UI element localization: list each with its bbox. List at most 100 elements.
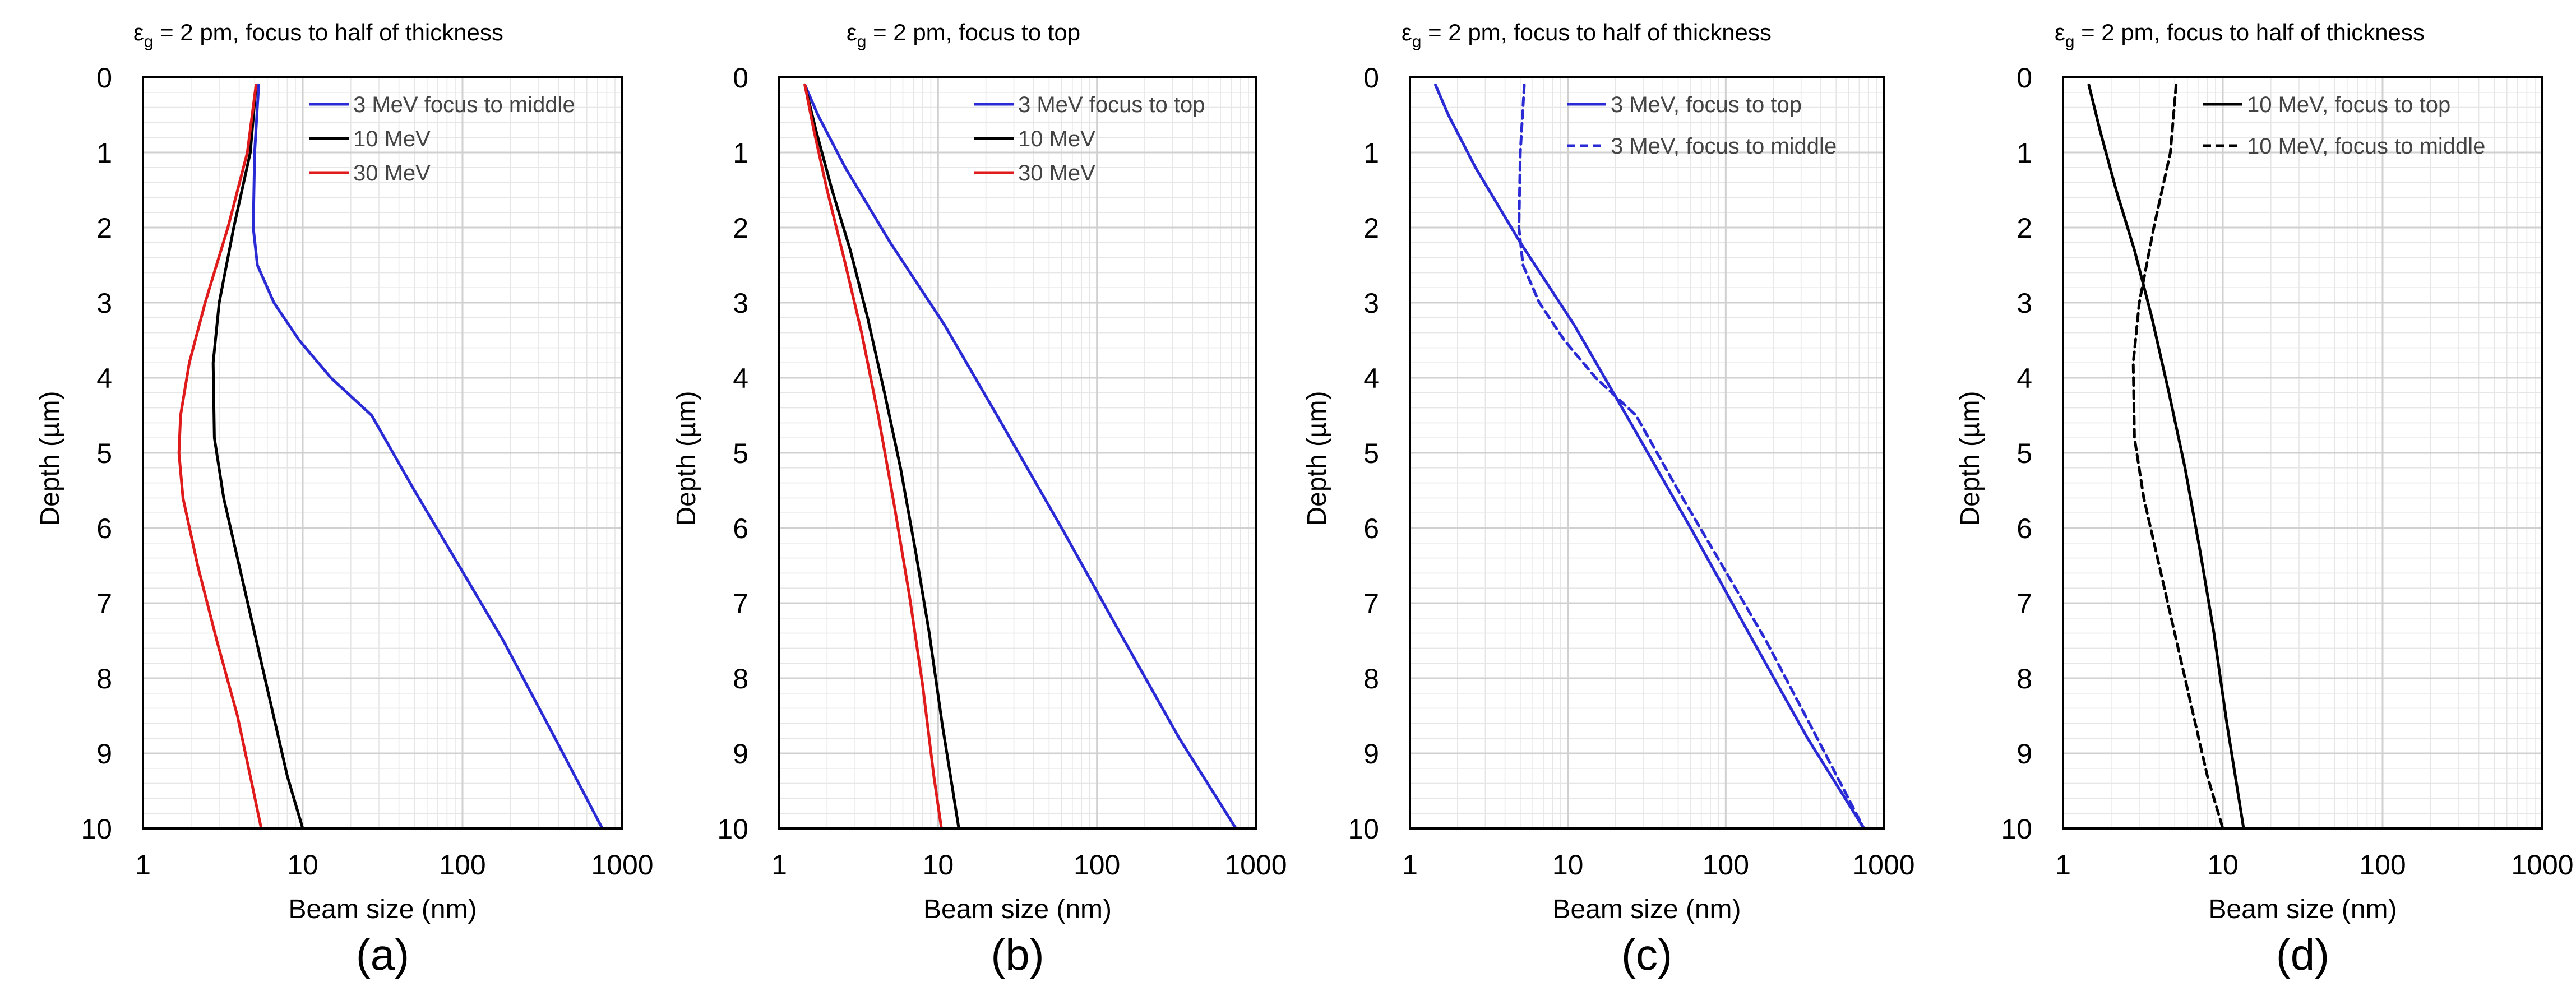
x-tick-label: 10 <box>923 849 954 881</box>
y-tick-label: 3 <box>1363 288 1379 319</box>
y-tick-label: 3 <box>96 288 112 319</box>
y-tick-label: 9 <box>733 738 748 770</box>
plot-frame <box>778 76 1257 830</box>
y-tick-label: 1 <box>96 137 112 169</box>
x-tick-label: 100 <box>2359 849 2406 881</box>
y-tick-label: 10 <box>2001 813 2032 845</box>
y-tick-label: 8 <box>2017 663 2032 694</box>
x-tick-label: 10 <box>2207 849 2239 881</box>
legend-entry: 10 MeV, focus to top <box>2247 92 2450 117</box>
y-tick-label: 7 <box>1363 588 1379 619</box>
legend-entry: 10 MeV <box>353 127 431 151</box>
y-tick-label: 7 <box>733 588 748 619</box>
y-tick-label: 2 <box>733 212 748 244</box>
y-tick-label: 7 <box>96 588 112 619</box>
y-tick-label: 2 <box>1363 212 1379 244</box>
x-tick-label: 1000 <box>1224 849 1287 881</box>
panel-label: (d) <box>2276 930 2329 979</box>
x-tick-label: 100 <box>439 849 485 881</box>
y-tick-label: 7 <box>2017 588 2032 619</box>
y-tick-label: 6 <box>2017 513 2032 544</box>
panel-label: (a) <box>356 930 409 979</box>
y-tick-label: 0 <box>1363 62 1379 94</box>
panel-label: (b) <box>991 930 1044 979</box>
y-tick-label: 4 <box>2017 363 2032 394</box>
chart-title: εg = 2 pm, focus to half of thickness <box>2055 19 2425 51</box>
x-tick-label: 1 <box>135 849 151 881</box>
y-tick-label: 0 <box>2017 62 2032 94</box>
y-tick-label: 3 <box>2017 288 2032 319</box>
y-tick-label: 5 <box>733 438 748 469</box>
y-tick-label: 1 <box>2017 137 2032 169</box>
series-line-2 <box>803 83 960 830</box>
legend-entry: 3 MeV, focus to top <box>1611 92 1802 117</box>
legend-entry: 30 MeV <box>353 161 431 186</box>
legend-entry: 10 MeV, focus to middle <box>2247 134 2485 159</box>
x-tick-label: 1000 <box>2511 849 2573 881</box>
y-tick-label: 4 <box>733 363 748 394</box>
series-line-3 <box>803 83 943 830</box>
y-tick-label: 4 <box>1363 363 1379 394</box>
y-tick-label: 1 <box>1363 137 1379 169</box>
legend-entry: 3 MeV focus to middle <box>353 92 575 117</box>
series-line-2 <box>211 83 304 830</box>
y-tick-label: 9 <box>2017 738 2032 770</box>
y-tick-label: 5 <box>96 438 112 469</box>
series-line-1 <box>803 83 1238 830</box>
y-axis-label: Depth (µm) <box>35 391 65 526</box>
y-tick-label: 6 <box>733 513 748 544</box>
y-tick-label: 5 <box>2017 438 2032 469</box>
panel-label: (c) <box>1621 930 1672 979</box>
series-line-3 <box>177 83 263 830</box>
y-tick-label: 8 <box>733 663 748 694</box>
y-tick-label: 5 <box>1363 438 1379 469</box>
y-tick-label: 9 <box>96 738 112 770</box>
x-tick-label: 10 <box>1552 849 1584 881</box>
series-line-1 <box>252 83 604 830</box>
chart-title: εg = 2 pm, focus to half of thickness <box>133 19 503 51</box>
legend-entry: 30 MeV <box>1018 161 1095 186</box>
chart-panel-4: 0 1 2 3 4 5 6 7 8 9 10 1 10 100 1000 Beam size (nm) Dept… <box>1955 19 2574 979</box>
y-tick-label: 3 <box>733 288 748 319</box>
x-tick-label: 1 <box>1402 849 1418 881</box>
y-tick-label: 8 <box>1363 663 1379 694</box>
x-axis-label: Beam size (nm) <box>288 895 477 924</box>
y-tick-label: 0 <box>733 62 748 94</box>
x-axis-label: Beam size (nm) <box>923 895 1112 924</box>
series-line-2 <box>2131 83 2224 830</box>
chart-title: εg = 2 pm, focus to half of thickness <box>1402 19 1772 51</box>
chart-title: εg = 2 pm, focus to top <box>847 19 1080 51</box>
y-tick-label: 8 <box>96 663 112 694</box>
x-tick-label: 1000 <box>591 849 653 881</box>
y-tick-label: 4 <box>96 363 112 394</box>
y-axis-label: Depth (µm) <box>1302 391 1332 526</box>
legend-entry: 3 MeV focus to top <box>1018 92 1205 117</box>
series-line-2 <box>1517 83 1866 830</box>
y-axis-label: Depth (µm) <box>672 391 701 526</box>
series-line-1 <box>1434 83 1866 830</box>
plot-frame <box>1409 76 1885 830</box>
x-tick-label: 100 <box>1074 849 1120 881</box>
chart-panel-3: 0 1 2 3 4 5 6 7 8 9 10 1 10 100 1000 Beam size (nm) Dept… <box>1302 19 1915 979</box>
x-tick-label: 10 <box>287 849 318 881</box>
x-tick-label: 100 <box>1703 849 1749 881</box>
y-tick-label: 0 <box>96 62 112 94</box>
legend-entry: 10 MeV <box>1018 127 1095 151</box>
chart-panel-2: 0 1 2 3 4 5 6 7 8 9 10 1 10 100 1000 Beam size (nm) Dept… <box>672 19 1287 979</box>
x-tick-label: 1 <box>771 849 787 881</box>
y-tick-label: 1 <box>733 137 748 169</box>
y-tick-label: 2 <box>2017 212 2032 244</box>
y-tick-label: 2 <box>96 212 112 244</box>
x-tick-label: 1000 <box>1852 849 1914 881</box>
x-axis-label: Beam size (nm) <box>1552 895 1741 924</box>
y-axis-label: Depth (µm) <box>1955 391 1985 526</box>
y-tick-label: 10 <box>717 813 748 845</box>
legend-entry: 3 MeV, focus to middle <box>1611 134 1837 159</box>
plot-frame <box>142 76 623 830</box>
series-line-1 <box>2087 83 2245 830</box>
x-tick-label: 1 <box>2055 849 2071 881</box>
plot-frame <box>2062 76 2543 830</box>
chart-panel-1: 0 1 2 3 4 5 6 7 8 9 10 1 10 100 1000 Beam size (nm) Dept… <box>35 19 654 979</box>
y-tick-label: 10 <box>1348 813 1379 845</box>
